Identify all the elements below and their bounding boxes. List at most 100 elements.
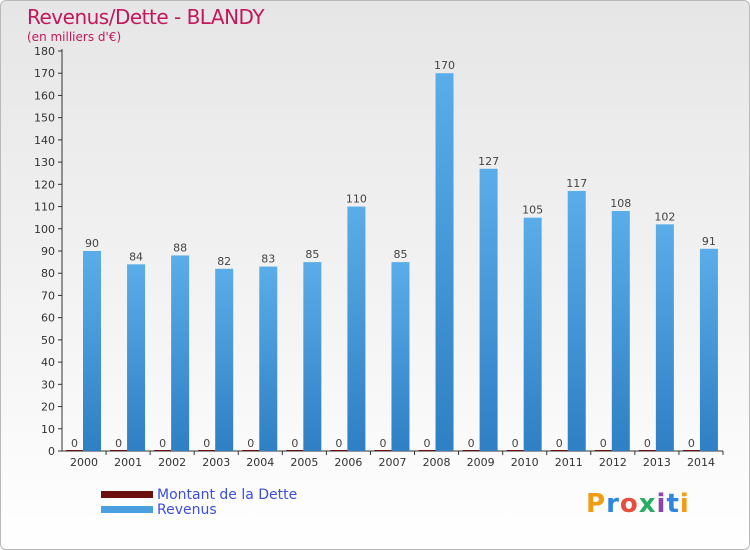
- chart-subtitle: (en milliers d'€): [27, 30, 122, 44]
- x-tick-label: 2006: [334, 456, 362, 469]
- revenue-bar: [215, 268, 234, 451]
- revenue-value-label: 90: [85, 237, 99, 250]
- x-tick-label: 2009: [467, 456, 495, 469]
- revenue-value-label: 170: [434, 59, 455, 72]
- debt-bar: [286, 450, 304, 451]
- y-tick-label: 50: [41, 334, 55, 347]
- proxiti-logo: Proxiti: [586, 489, 690, 519]
- debt-bar: [506, 450, 524, 451]
- revenue-bar: [699, 248, 718, 451]
- debt-value-label: 0: [203, 437, 210, 450]
- revenue-value-label: 102: [654, 210, 675, 223]
- y-tick-label: 10: [41, 423, 55, 436]
- debt-bar: [550, 450, 568, 451]
- x-tick-label: 2003: [202, 456, 230, 469]
- debt-bar: [154, 450, 172, 451]
- debt-value-label: 0: [115, 437, 122, 450]
- y-tick-label: 120: [34, 178, 55, 191]
- debt-value-label: 0: [644, 437, 651, 450]
- debt-value-label: 0: [600, 437, 607, 450]
- y-tick-label: 20: [41, 401, 55, 414]
- debt-bar: [330, 450, 348, 451]
- revenue-value-label: 84: [129, 250, 143, 263]
- y-tick-label: 130: [34, 156, 55, 169]
- debt-value-label: 0: [335, 437, 342, 450]
- revenue-bar: [479, 168, 498, 451]
- legend-entry-debt: Montant de la Dette: [101, 486, 298, 503]
- legend-swatch-revenue: [101, 506, 153, 513]
- revenue-value-label: 85: [305, 248, 319, 261]
- revenue-bar: [127, 264, 146, 451]
- y-tick-label: 90: [41, 245, 55, 258]
- revenue-value-label: 82: [217, 255, 231, 268]
- debt-bar: [198, 450, 216, 451]
- y-tick-label: 110: [34, 201, 55, 214]
- chart-title: Revenus/Dette - BLANDY: [27, 5, 265, 29]
- x-tick-label: 2002: [158, 456, 186, 469]
- y-tick-label: 150: [34, 112, 55, 125]
- x-tick-label: 2008: [423, 456, 451, 469]
- revenue-bar: [303, 262, 322, 451]
- x-tick-label: 2010: [511, 456, 539, 469]
- revenue-bar: [655, 224, 674, 451]
- x-tick-label: 2011: [555, 456, 583, 469]
- revenue-bar: [567, 191, 586, 451]
- debt-bar: [110, 450, 128, 451]
- legend-label-revenue: Revenus: [157, 501, 217, 518]
- revenue-value-label: 85: [393, 248, 407, 261]
- revenue-bar: [611, 211, 630, 451]
- y-tick-label: 180: [34, 45, 55, 58]
- debt-value-label: 0: [247, 437, 254, 450]
- revenue-bar: [259, 266, 278, 451]
- y-tick-label: 60: [41, 312, 55, 325]
- revenue-bar: [83, 251, 101, 451]
- debt-bar: [242, 450, 260, 451]
- x-tick-label: 2014: [687, 456, 715, 469]
- revenue-value-label: 91: [702, 235, 716, 248]
- x-tick-label: 2000: [70, 456, 98, 469]
- revenue-bar: [523, 217, 542, 451]
- x-tick-label: 2013: [643, 456, 671, 469]
- debt-bar: [66, 450, 83, 451]
- revenue-value-label: 105: [522, 204, 543, 217]
- y-tick-label: 30: [41, 378, 55, 391]
- y-tick-label: 70: [41, 289, 55, 302]
- x-tick-label: 2001: [114, 456, 142, 469]
- x-tick-label: 2007: [379, 456, 407, 469]
- chart-legend: Montant de la Dette Revenus: [101, 486, 298, 518]
- debt-value-label: 0: [159, 437, 166, 450]
- debt-value-label: 0: [71, 437, 78, 450]
- revenue-value-label: 110: [346, 193, 367, 206]
- revenue-bar: [347, 206, 366, 451]
- y-tick-label: 100: [34, 223, 55, 236]
- y-tick-label: 170: [34, 67, 55, 80]
- legend-entry-revenue: Revenus: [101, 501, 297, 518]
- revenue-bar: [435, 73, 454, 451]
- debt-value-label: 0: [468, 437, 475, 450]
- debt-bar: [374, 450, 392, 451]
- x-tick-label: 2012: [599, 456, 627, 469]
- debt-bar: [682, 450, 700, 451]
- legend-label-debt: Montant de la Dette: [157, 486, 298, 503]
- revenue-value-label: 127: [478, 155, 499, 168]
- revenue-value-label: 83: [261, 253, 275, 266]
- x-tick-label: 2004: [246, 456, 274, 469]
- y-tick-label: 140: [34, 134, 55, 147]
- debt-value-label: 0: [688, 437, 695, 450]
- debt-bar: [638, 450, 656, 451]
- debt-value-label: 0: [379, 437, 386, 450]
- debt-value-label: 0: [512, 437, 519, 450]
- revenue-bar: [171, 255, 190, 451]
- debt-value-label: 0: [291, 437, 298, 450]
- revenue-value-label: 117: [566, 177, 587, 190]
- revenue-value-label: 108: [610, 197, 631, 210]
- revenue-value-label: 88: [173, 241, 187, 254]
- x-tick-label: 2005: [290, 456, 318, 469]
- debt-bar: [418, 450, 436, 451]
- revenue-bar: [391, 262, 410, 451]
- y-tick-label: 80: [41, 267, 55, 280]
- debt-bar: [594, 450, 612, 451]
- y-tick-label: 0: [48, 445, 55, 458]
